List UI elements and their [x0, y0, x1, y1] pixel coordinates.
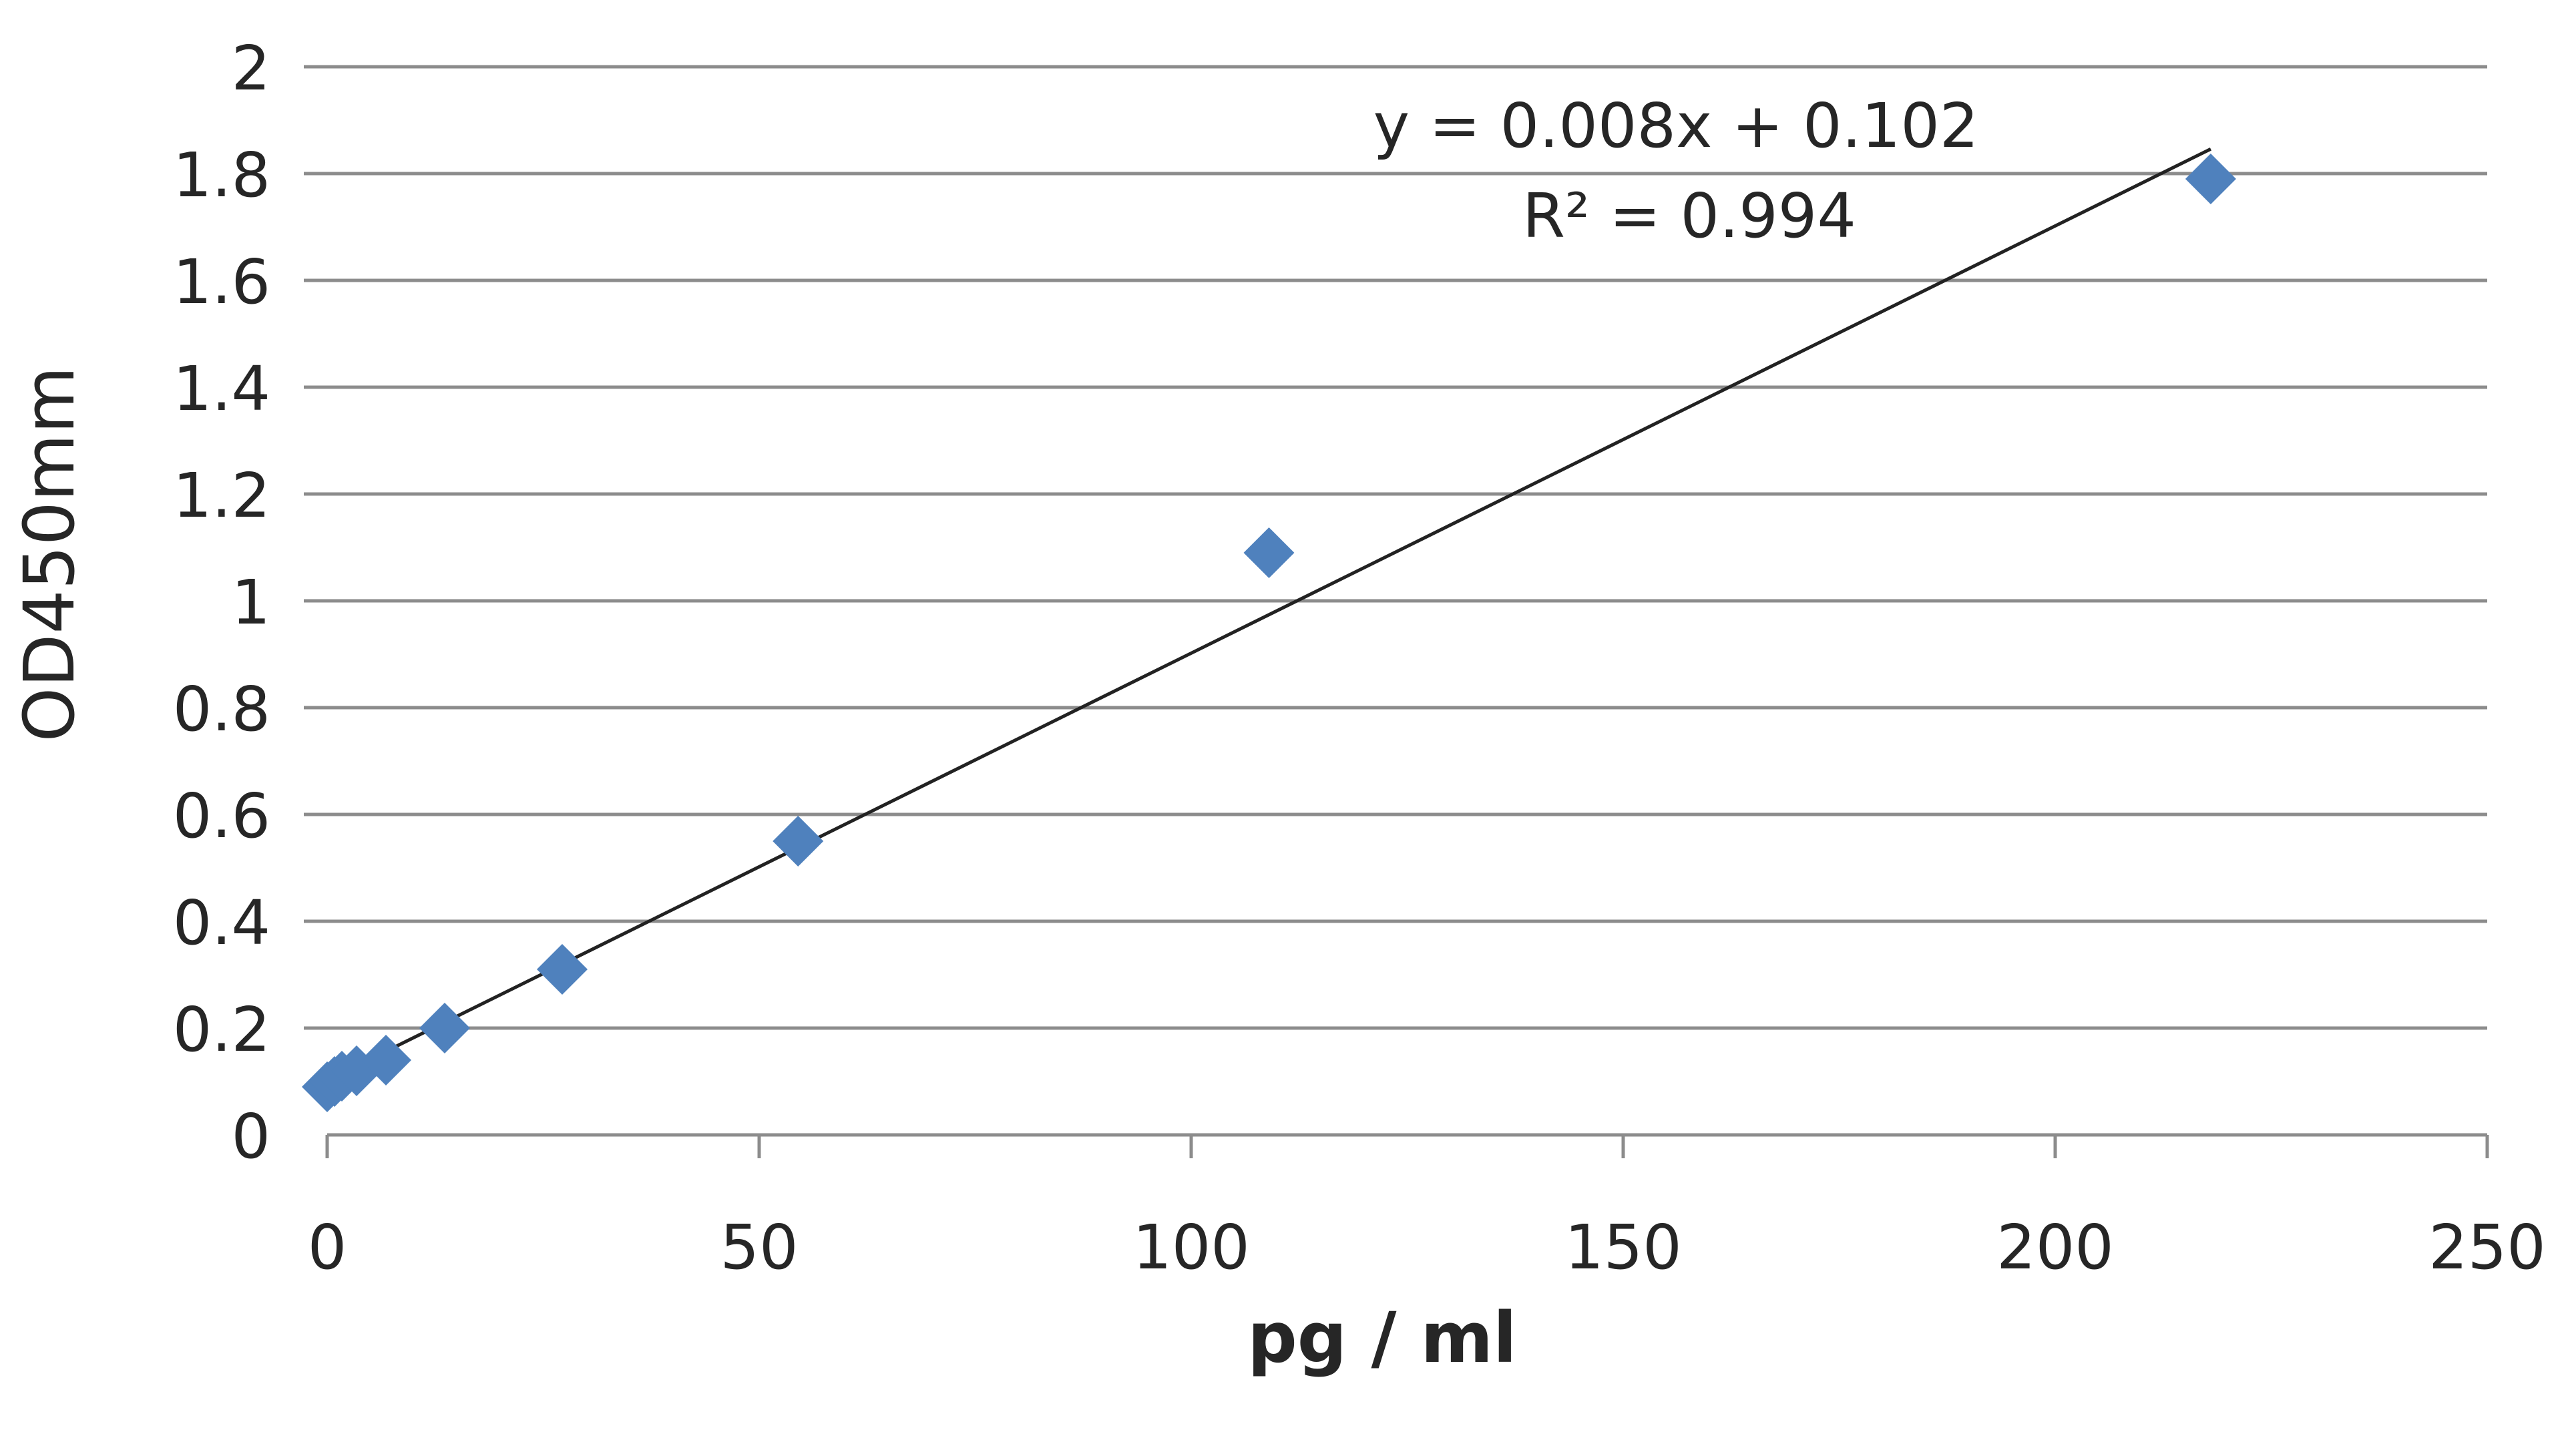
y-tick-label: 0.4: [173, 887, 270, 959]
y-tick-label: 1: [231, 567, 270, 638]
axes: 0 0.2 0.4 0.6 0.8 1 1.2 1.4 1.6 1.8 2 0 50 100 150 200 2…: [173, 33, 2546, 1283]
y-tick-label: 2: [231, 33, 270, 104]
y-tick-label: 1.6: [173, 246, 270, 318]
x-tick-label: 150: [1564, 1212, 1682, 1283]
data-point-marker: [360, 1035, 411, 1085]
r-squared-label: R² = 0.994: [1522, 180, 1856, 252]
data-point-marker: [419, 1003, 470, 1053]
trendline-equation: y = 0.008x + 0.102: [1373, 90, 1979, 162]
trendline-group: [326, 147, 2212, 1082]
data-point-marker: [2185, 154, 2236, 204]
x-axis-title: pg / ml: [1247, 1297, 1516, 1379]
y-tick-label: 1.2: [173, 460, 270, 531]
y-tick-label: 1.8: [173, 140, 270, 211]
data-point-marker: [536, 944, 588, 995]
y-tick-label: 0.2: [173, 994, 270, 1065]
labels: OD450mm pg / ml y = 0.008x + 0.102 R² = …: [9, 90, 1978, 1379]
data-point-marker: [773, 816, 824, 867]
x-tick-label: 0: [308, 1212, 347, 1283]
trendline: [326, 147, 2212, 1082]
x-tick-label: 250: [2428, 1212, 2546, 1283]
y-tick-label: 0: [231, 1101, 270, 1172]
x-tick-label: 100: [1132, 1212, 1250, 1283]
y-tick-label: 0.8: [173, 674, 270, 745]
x-tick-label: 50: [720, 1212, 798, 1283]
y-tick-label: 1.4: [173, 353, 270, 425]
x-tick-label: 200: [1996, 1212, 2114, 1283]
y-axis-title: OD450mm: [9, 366, 90, 742]
gridlines: [304, 65, 2487, 1030]
y-tick-label: 0.6: [173, 780, 270, 852]
data-point-marker: [1243, 527, 1295, 578]
data-points: [302, 154, 2236, 1112]
